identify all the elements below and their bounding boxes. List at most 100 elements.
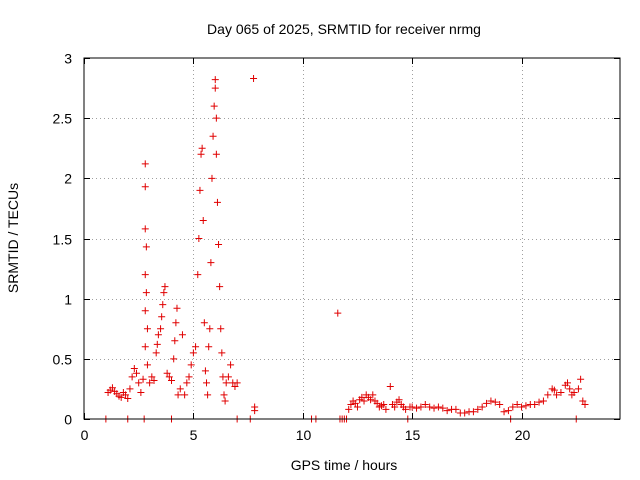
data-point bbox=[195, 235, 203, 242]
y-tick-label: 1.5 bbox=[53, 232, 73, 248]
data-point bbox=[408, 403, 416, 411]
data-point bbox=[212, 114, 220, 122]
data-point bbox=[141, 307, 149, 315]
data-point bbox=[122, 391, 130, 399]
data-point bbox=[369, 391, 377, 399]
data-point bbox=[174, 391, 182, 399]
data-point bbox=[165, 373, 173, 381]
data-point bbox=[142, 243, 150, 251]
data-point bbox=[194, 271, 202, 279]
chart-title: Day 065 of 2025, SRMTID for receiver nrm… bbox=[207, 21, 481, 37]
data-point bbox=[222, 379, 230, 387]
data-point bbox=[154, 331, 162, 339]
plot-frame bbox=[83, 57, 621, 420]
data-point bbox=[430, 404, 438, 412]
data-point bbox=[142, 289, 150, 297]
data-point bbox=[192, 343, 200, 351]
data-point bbox=[478, 403, 486, 411]
data-point bbox=[563, 379, 571, 387]
data-point bbox=[189, 349, 197, 357]
data-point bbox=[250, 74, 258, 82]
axis-ticks: 0 5 10 15 20 0 0.5 1 1.5 2 2.5 3 bbox=[53, 51, 620, 443]
data-point bbox=[187, 361, 195, 369]
data-point bbox=[224, 373, 232, 381]
data-point bbox=[360, 397, 368, 405]
data-point bbox=[215, 241, 223, 249]
data-point bbox=[380, 401, 388, 409]
data-point bbox=[163, 369, 171, 377]
data-point bbox=[173, 304, 181, 312]
data-point bbox=[139, 375, 147, 383]
data-point bbox=[231, 383, 239, 391]
data-point bbox=[208, 174, 216, 182]
data-point bbox=[251, 407, 259, 415]
data-point bbox=[570, 389, 578, 397]
data-point bbox=[227, 361, 235, 369]
data-point bbox=[159, 301, 167, 309]
data-point bbox=[487, 397, 495, 405]
data-point bbox=[200, 319, 208, 327]
data-point bbox=[146, 379, 154, 387]
data-point bbox=[211, 76, 219, 84]
data-point bbox=[557, 389, 565, 397]
data-point bbox=[452, 405, 460, 413]
data-point bbox=[334, 309, 342, 317]
data-point bbox=[373, 399, 381, 407]
data-point bbox=[351, 399, 359, 407]
data-point bbox=[157, 325, 165, 333]
data-point bbox=[153, 340, 161, 348]
data-point bbox=[439, 404, 447, 412]
x-tick-label: 10 bbox=[296, 427, 312, 443]
y-tick-label: 1 bbox=[64, 292, 72, 308]
data-point bbox=[402, 405, 410, 413]
data-point bbox=[212, 150, 220, 158]
data-point bbox=[205, 343, 213, 351]
x-tick-label: 15 bbox=[405, 427, 421, 443]
data-point bbox=[382, 405, 390, 413]
data-point bbox=[210, 102, 218, 110]
data-point bbox=[421, 401, 429, 409]
data-point bbox=[504, 407, 512, 415]
data-point bbox=[203, 379, 211, 387]
data-point bbox=[141, 160, 149, 168]
y-tick-label: 3 bbox=[64, 51, 72, 67]
data-point bbox=[577, 375, 585, 383]
data-point bbox=[347, 401, 355, 409]
data-point bbox=[108, 384, 116, 392]
y-tick-label: 0.5 bbox=[53, 352, 73, 368]
data-point bbox=[413, 404, 421, 412]
data-points bbox=[102, 74, 589, 423]
x-tick-label: 5 bbox=[190, 427, 198, 443]
data-point bbox=[233, 379, 241, 387]
data-point bbox=[581, 401, 589, 409]
data-point bbox=[531, 401, 539, 409]
data-point bbox=[417, 403, 425, 411]
data-point bbox=[574, 385, 582, 393]
data-point bbox=[141, 271, 149, 279]
data-point bbox=[367, 396, 375, 404]
data-point bbox=[207, 259, 215, 267]
data-point bbox=[181, 391, 189, 399]
data-point bbox=[345, 405, 353, 413]
data-point bbox=[133, 369, 141, 377]
data-point bbox=[509, 403, 517, 411]
data-point bbox=[539, 397, 547, 405]
data-point bbox=[213, 198, 221, 206]
data-point bbox=[469, 408, 477, 416]
data-point bbox=[206, 325, 214, 333]
data-point bbox=[141, 183, 149, 191]
data-point bbox=[483, 399, 491, 407]
y-tick-label: 2.5 bbox=[53, 111, 73, 127]
grid bbox=[84, 58, 620, 419]
data-point bbox=[141, 225, 149, 233]
data-point bbox=[426, 403, 434, 411]
data-point bbox=[170, 355, 178, 363]
data-point bbox=[160, 289, 168, 297]
data-point bbox=[461, 409, 469, 417]
data-point bbox=[183, 379, 191, 387]
x-tick-label: 0 bbox=[81, 427, 89, 443]
data-point bbox=[161, 283, 169, 291]
data-point bbox=[143, 361, 151, 369]
x-axis-label: GPS time / hours bbox=[291, 457, 398, 473]
data-point bbox=[124, 395, 132, 403]
